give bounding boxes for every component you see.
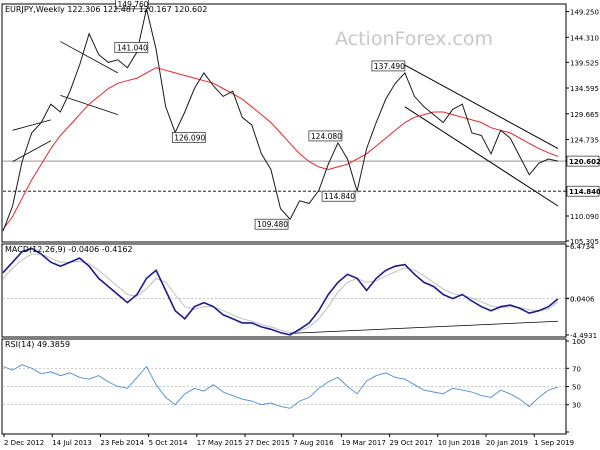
annotation-box bbox=[371, 60, 406, 72]
x-tick-label: 2 Dec 2012 bbox=[4, 439, 44, 447]
annotation-value: 137.490 bbox=[374, 62, 405, 71]
annotation-value: 141.040 bbox=[117, 43, 148, 52]
sma-line bbox=[2, 67, 559, 230]
macd-tick-label: 0.0 bbox=[570, 296, 581, 304]
falling-channel-lower bbox=[404, 106, 559, 207]
annotation-box bbox=[171, 132, 206, 143]
rsi-title: RSI(14) 49.3859 bbox=[5, 340, 70, 349]
price-tick-label: 124.735 bbox=[570, 137, 599, 145]
x-tick-label: 14 Jul 2013 bbox=[52, 439, 92, 447]
price-line bbox=[2, 8, 559, 232]
annotation-label: 126.090 bbox=[171, 132, 206, 143]
rsi-panel: 100 70 50 30 bbox=[2, 338, 585, 433]
annotation-box bbox=[115, 0, 149, 10]
trend-channel-line bbox=[60, 94, 118, 116]
macd-panel-frame bbox=[1, 243, 567, 338]
rsi-line bbox=[2, 364, 559, 409]
support-price-box-text: 114.840 bbox=[569, 188, 600, 196]
price-tick-label: 139.525 bbox=[570, 59, 599, 67]
x-tick-label: 23 Feb 2014 bbox=[100, 439, 144, 447]
annotation-value: 114.840 bbox=[324, 192, 355, 201]
last-price-box-box bbox=[566, 155, 600, 167]
annotation-box bbox=[308, 130, 343, 142]
last-price-box: 120.602 bbox=[566, 155, 600, 167]
macd-tick-label: 0.0406 bbox=[570, 295, 595, 303]
rsi-tick-label: 50 bbox=[572, 384, 581, 392]
rsi-tick-label: 30 bbox=[572, 402, 581, 410]
support-price-box: 114.840 bbox=[566, 185, 600, 197]
macd-tick-label: 6.4734 bbox=[570, 243, 595, 251]
x-tick-label: 20 Jan 2019 bbox=[486, 439, 528, 447]
x-tick-label: 7 Aug 2016 bbox=[293, 439, 334, 447]
annotation-label: 109.480 bbox=[254, 218, 289, 230]
price-panel: 149.250 144.310 139.525 134.595 129.665 124.7… bbox=[2, 0, 600, 246]
annotation-label: 149.760 bbox=[115, 0, 149, 10]
trend-channel-line bbox=[12, 140, 52, 162]
trend-channel-line bbox=[60, 41, 119, 74]
price-tick-label: 129.665 bbox=[570, 111, 599, 119]
annotation-box bbox=[321, 190, 356, 202]
x-tick-label: 10 Jun 2018 bbox=[438, 439, 480, 447]
price-tick-label: 105.305 bbox=[570, 238, 599, 246]
rsi-tick-label: 70 bbox=[572, 365, 581, 373]
annotation-value: 124.080 bbox=[311, 132, 342, 141]
x-tick-label: 29 Oct 2017 bbox=[390, 439, 433, 447]
annotation-value: 126.090 bbox=[174, 133, 205, 142]
price-panel-frame bbox=[1, 3, 567, 243]
x-tick-label: 1 Sep 2019 bbox=[534, 439, 574, 447]
price-tick-label: 134.595 bbox=[570, 85, 599, 93]
x-axis: 2 Dec 2012 14 Jul 2013 23 Feb 2014 5 Oct 20… bbox=[3, 434, 574, 447]
annotation-box bbox=[254, 218, 289, 230]
annotation-box bbox=[114, 42, 149, 53]
macd-title: MACD(12,26,9) -0.0406 -0.4162 bbox=[5, 245, 133, 254]
x-tick-label: 5 Oct 2014 bbox=[149, 439, 188, 447]
support-price-box-box bbox=[566, 185, 600, 197]
price-title: EURJPY,Weekly 122.306 122.487 120.167 12… bbox=[5, 5, 207, 14]
price-tick-label: 149.250 bbox=[570, 9, 599, 17]
price-tick-label: 144.310 bbox=[570, 34, 599, 42]
x-tick-label: 17 May 2015 bbox=[197, 439, 243, 447]
price-tick-label: 110.090 bbox=[570, 213, 599, 221]
trend-channel-line bbox=[12, 119, 51, 131]
annotation-label: 124.080 bbox=[308, 130, 343, 142]
x-tick-label: 27 Dec 2015 bbox=[245, 439, 290, 447]
x-tick-label: 19 Mar 2017 bbox=[341, 439, 385, 447]
annotation-label: 141.040 bbox=[114, 42, 149, 53]
rsi-tick-label: 100 bbox=[572, 338, 585, 346]
falling-channel-upper bbox=[404, 64, 559, 150]
macd-trend-line bbox=[290, 320, 559, 334]
watermark: ActionForex.com bbox=[335, 28, 493, 50]
annotation-value: 149.760 bbox=[118, 0, 149, 9]
macd-line bbox=[2, 247, 559, 336]
annotation-value: 109.480 bbox=[257, 220, 288, 229]
annotation-label: 114.840 bbox=[321, 190, 356, 202]
annotation-label: 137.490 bbox=[371, 60, 406, 72]
last-price-box-text: 120.602 bbox=[569, 158, 600, 166]
macd-tick-label: -4.4931 bbox=[570, 332, 597, 340]
